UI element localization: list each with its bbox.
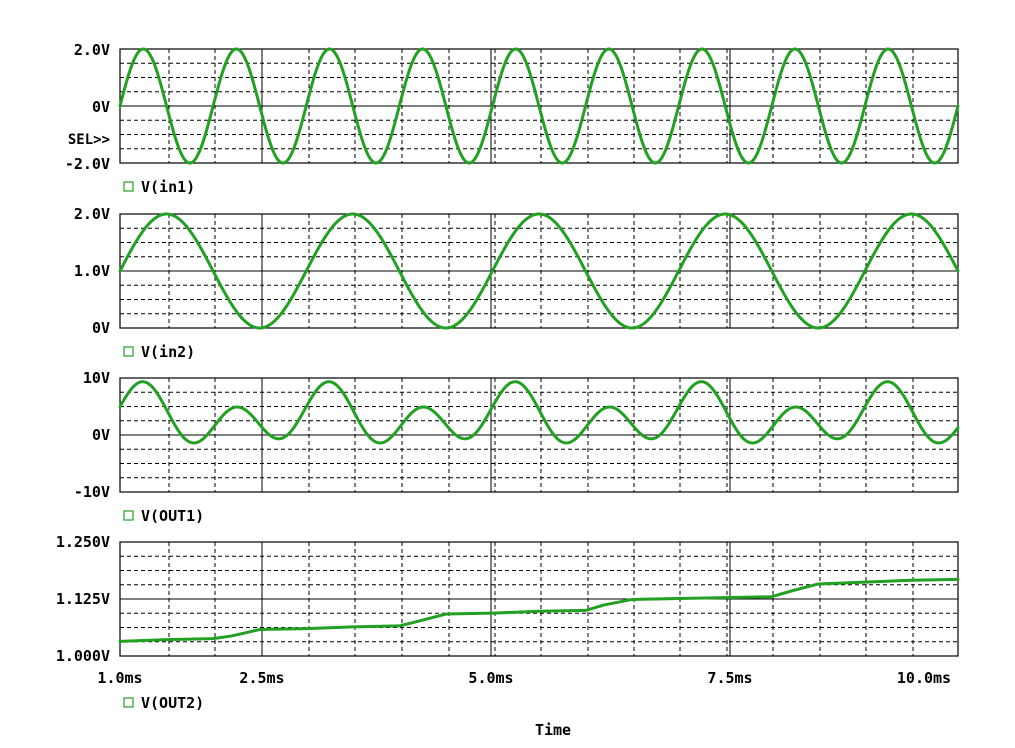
y-tick-label: 2.0V (74, 205, 110, 223)
legend-marker-icon[interactable] (123, 510, 134, 521)
legend-label[interactable]: V(OUT1) (141, 507, 204, 525)
y-tick-label: 0V (92, 426, 110, 444)
selection-marker[interactable]: SEL>> (68, 132, 110, 148)
x-tick-label: 10.0ms (897, 669, 951, 687)
panel-out2-grid (120, 542, 958, 656)
y-tick-label: 1.250V (56, 533, 110, 551)
y-tick-label: 1.0V (74, 262, 110, 280)
panel-out2-frame (119, 541, 959, 657)
x-tick-label: 2.5ms (239, 669, 284, 687)
panel-out2: 1.250V 1.125V 1.000V 1.0ms 2.5ms 5.0ms 7… (56, 533, 960, 739)
panel-out1-grid (120, 378, 958, 492)
x-tick-label: 5.0ms (468, 669, 513, 687)
panel-in2: 2.0V 1.0V 0V V(in2) (74, 205, 960, 361)
x-axis-label: Time (535, 721, 571, 739)
legend-label[interactable]: V(OUT2) (141, 694, 204, 712)
y-tick-label: -10V (74, 483, 110, 501)
legend-label[interactable]: V(in1) (141, 178, 195, 196)
y-tick-label: 0V (92, 98, 110, 116)
y-tick-label: 1.000V (56, 647, 110, 665)
trace-v-out1[interactable] (118, 380, 960, 445)
y-tick-label: 0V (92, 319, 110, 337)
x-tick-label: 1.0ms (97, 669, 142, 687)
y-tick-label: -2.0V (65, 155, 110, 173)
panel-in1: 2.0V 0V SEL>> -2.0V V(in1) (65, 41, 960, 196)
x-tick-label: 7.5ms (707, 669, 752, 687)
legend-marker-icon[interactable] (123, 697, 134, 708)
panel-out1-frame (119, 377, 959, 493)
trace-v-in1[interactable] (118, 47, 960, 165)
trace-v-in2[interactable] (118, 212, 960, 330)
y-tick-label: 1.125V (56, 590, 110, 608)
y-tick-label: 10V (83, 369, 110, 387)
legend-marker-icon[interactable] (123, 181, 134, 192)
y-tick-label: 2.0V (74, 41, 110, 59)
legend-label[interactable]: V(in2) (141, 343, 195, 361)
legend-marker-icon[interactable] (123, 346, 134, 357)
panel-out1: 10V 0V -10V V(OUT1) (74, 369, 960, 525)
panel-in2-grid (120, 214, 958, 328)
trace-v-out2[interactable] (118, 577, 960, 643)
